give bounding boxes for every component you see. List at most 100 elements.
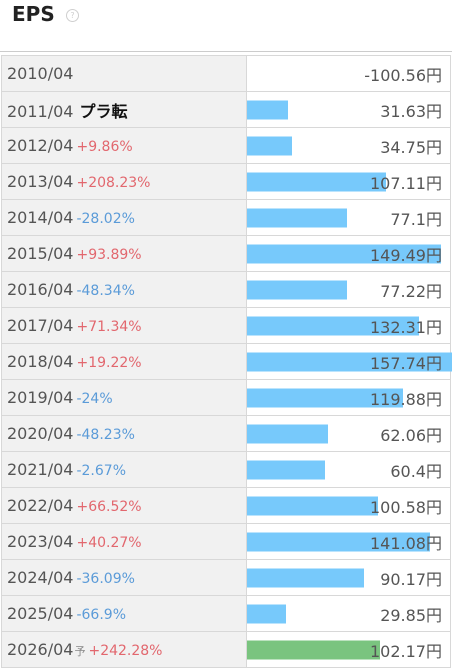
eps-value: 77.22円 [380,281,442,301]
table-row: 2017/04 +71.34% 132.31円 [1,307,451,344]
table-row: 2018/04 +19.22% 157.74円 [1,343,452,380]
value-bar [247,496,378,515]
table-row: 2011/04 プラ転 31.63円 [1,91,451,128]
table-row: 2012/04 +9.86% 34.75円 [1,127,451,164]
change-percent: -36.09% [76,571,135,587]
fiscal-year: 2010/04 [7,64,74,83]
value-bar [247,136,292,155]
table-row: 2019/04 -24% 119.88円 [1,379,451,416]
table-row: 2015/04 +93.89% 149.49円 [1,235,451,272]
fiscal-year: 2022/04 [7,496,74,515]
eps-value: 77.1円 [390,209,442,229]
value-cell: 100.58円 [246,487,451,524]
fiscal-year: 2021/04 [7,460,74,479]
change-percent: -66.9% [76,607,126,623]
value-cell: 77.1円 [246,199,451,236]
change-percent: -28.02% [76,211,135,227]
forecast-bar [247,640,380,659]
year-cell: 2011/04 プラ転 [1,91,247,128]
fiscal-year: 2016/04 [7,280,74,299]
table-row: 2024/04 -36.09% 90.17円 [1,559,451,596]
value-cell: 157.74円 [246,343,452,380]
value-cell: 34.75円 [246,127,451,164]
year-cell: 2015/04 +93.89% [1,235,247,272]
change-percent: -24% [76,391,113,407]
fiscal-year: 2025/04 [7,604,74,623]
turnaround-label: プラ転 [79,101,128,121]
change-percent: +40.27% [76,535,142,551]
value-cell: 102.17円 [246,631,451,668]
value-cell: 141.08円 [246,523,451,560]
fiscal-year: 2014/04 [7,208,74,227]
fiscal-year: 2019/04 [7,388,74,407]
value-cell: 62.06円 [246,415,451,452]
year-cell: 2016/04 -48.34% [1,271,247,308]
eps-value: 90.17円 [380,569,442,589]
eps-header: EPS ? [0,0,452,38]
change-percent: -48.23% [76,427,135,443]
year-cell: 2014/04 -28.02% [1,199,247,236]
year-cell: 2024/04 -36.09% [1,559,247,596]
value-cell: 149.49円 [246,235,451,272]
table-row: 2021/04 -2.67% 60.4円 [1,451,451,488]
value-cell: 119.88円 [246,379,451,416]
value-bar [247,280,347,299]
year-cell: 2020/04 -48.23% [1,415,247,452]
value-bar [247,532,430,551]
year-cell: 2023/04 +40.27% [1,523,247,560]
year-cell: 2019/04 -24% [1,379,247,416]
value-cell: 77.22円 [246,271,451,308]
value-cell: 90.17円 [246,559,451,596]
eps-value: 62.06円 [380,425,442,445]
eps-value: 107.11円 [370,173,442,193]
value-cell: 29.85円 [246,595,451,632]
year-cell: 2013/04 +208.23% [1,163,247,200]
fiscal-year: 2012/04 [7,136,74,155]
value-cell: 107.11円 [246,163,451,200]
table-row: 2010/04 -100.56円 [1,55,451,92]
question-circle-icon[interactable]: ? [66,9,79,22]
value-bar [247,172,386,191]
year-cell: 2025/04 -66.9% [1,595,247,632]
eps-value: 119.88円 [370,389,442,409]
fiscal-year: 2011/04 [7,101,74,121]
change-percent: +93.89% [76,247,142,263]
table-row: 2013/04 +208.23% 107.11円 [1,163,451,200]
section-title: EPS [12,2,55,26]
value-cell: 31.63円 [246,91,451,128]
eps-value: 102.17円 [370,641,442,661]
value-cell: 132.31円 [246,307,451,344]
fiscal-year: 2018/04 [7,352,74,371]
table-row: 2016/04 -48.34% 77.22円 [1,271,451,308]
change-percent: +66.52% [76,499,142,515]
year-cell: 2018/04 +19.22% [1,343,247,380]
eps-table: 2010/04 -100.56円 2011/04 プラ転 31.63円 2012/04 +9… [1,55,452,668]
year-cell: 2022/04 +66.52% [1,487,247,524]
eps-value: -100.56円 [364,65,442,85]
divider [0,51,452,52]
value-bar [247,424,328,443]
table-row: 2022/04 +66.52% 100.58円 [1,487,451,524]
change-percent: +242.28% [88,643,163,659]
change-percent: +71.34% [76,319,142,335]
value-bar [247,100,288,119]
eps-value: 100.58円 [370,497,442,517]
value-bar [247,568,364,587]
eps-value: 29.85円 [380,605,442,625]
value-bar [247,388,403,407]
fiscal-year: 2013/04 [7,172,74,191]
change-percent: -2.67% [76,463,126,479]
table-row: 2023/04 +40.27% 141.08円 [1,523,451,560]
table-row: 2025/04 -66.9% 29.85円 [1,595,451,632]
fiscal-year: 2020/04 [7,424,74,443]
change-percent: -48.34% [76,283,135,299]
value-bar [247,316,419,335]
change-percent: +208.23% [76,175,151,191]
value-cell: -100.56円 [246,55,451,92]
table-row: 2014/04 -28.02% 77.1円 [1,199,451,236]
eps-value: 31.63円 [380,101,442,121]
value-bar [247,352,452,371]
year-cell: 2010/04 [1,55,247,92]
value-bar [247,460,325,479]
fiscal-year: 2015/04 [7,244,74,263]
